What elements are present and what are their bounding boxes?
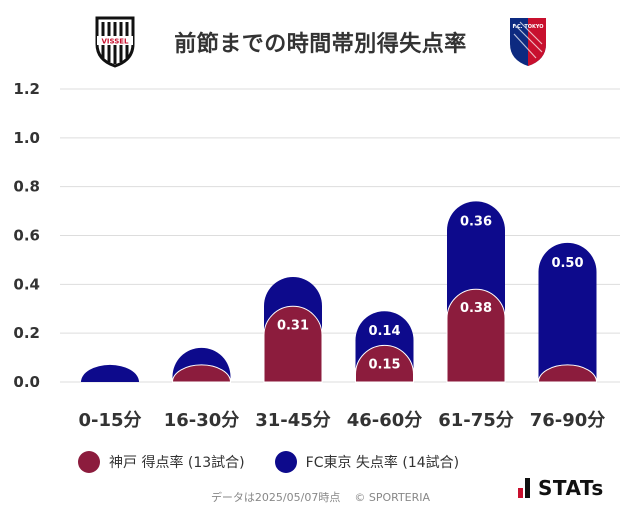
data-label-tokyo: 0.14 — [368, 324, 400, 339]
y-tick-label: 0.8 — [13, 178, 40, 196]
legend-item-kobe: 神戸 得点率 (13試合) — [78, 451, 245, 473]
footer: データは2025/05/07時点 © SPORTERIA — [0, 489, 641, 505]
data-label-kobe: 0.15 — [368, 357, 400, 372]
bar-kobe — [537, 364, 598, 383]
legend-item-tokyo: FC東京 失点率 (14試合) — [274, 451, 460, 473]
stats-logo-icon — [518, 478, 532, 498]
legend-swatch-kobe — [78, 451, 100, 473]
y-axis-ticks: 0.0 0.2 0.4 0.6 0.8 1.0 1.2 — [13, 80, 40, 391]
bar-tokyo — [81, 364, 139, 382]
x-tick-label: 46-60分 — [347, 410, 423, 431]
svg-text:F.C. TOKYO: F.C. TOKYO — [512, 24, 543, 30]
stats-wordmark: STATs — [538, 476, 604, 500]
bar-kobe — [263, 305, 323, 383]
x-axis-ticks: 0-15分 16-30分 31-45分 46-60分 61-75分 76-90分 — [78, 410, 605, 431]
bar-kobe — [446, 288, 506, 383]
y-tick-label: 1.0 — [13, 129, 40, 147]
y-tick-label: 1.2 — [13, 80, 40, 98]
data-label-kobe: 0.38 — [460, 301, 492, 316]
data-label-tokyo: 0.36 — [460, 214, 492, 229]
y-tick-label: 0.4 — [13, 275, 40, 293]
legend-label-tokyo: FC東京 失点率 (14試合) — [305, 455, 460, 471]
copyright: © SPORTERIA — [354, 491, 431, 504]
data-label-kobe: 0.31 — [277, 318, 309, 333]
vissel-logo: VISSEL — [95, 16, 135, 68]
legend-swatch-tokyo — [274, 451, 297, 473]
stats-brand: STATs — [518, 476, 604, 500]
data-labels: 0.31 0.15 0.14 0.38 0.36 0.50 — [277, 214, 584, 372]
data-label-tokyo: 0.50 — [551, 256, 583, 271]
grid-lines — [60, 88, 620, 383]
x-tick-label: 0-15分 — [78, 410, 141, 431]
x-tick-label: 16-30分 — [164, 410, 240, 431]
svg-text:VISSEL: VISSEL — [101, 38, 129, 46]
bar-kobe — [355, 344, 414, 383]
fc-tokyo-logo: F.C. TOKYO — [510, 18, 546, 66]
legend-label-kobe: 神戸 得点率 (13試合) — [109, 455, 245, 471]
chart-title: 前節までの時間帯別得失点率 — [174, 32, 467, 57]
data-date: データは2025/05/07時点 — [210, 491, 341, 504]
bar-kobe — [171, 364, 232, 383]
y-tick-label: 0.6 — [13, 227, 40, 245]
bar-tokyo — [538, 242, 597, 382]
x-tick-label: 31-45分 — [255, 410, 331, 431]
time-band-chart: 0.00.20.40.60.81.01.2 0.310.150.140.380.… — [13, 80, 620, 431]
x-tick-label: 76-90分 — [530, 410, 606, 431]
x-tick-label: 61-75分 — [438, 410, 514, 431]
y-tick-label: 0.2 — [13, 324, 40, 342]
y-tick-label: 0.0 — [13, 373, 40, 391]
bars — [81, 201, 598, 383]
legend: 神戸 得点率 (13試合) FC東京 失点率 (14試合) — [78, 449, 489, 475]
